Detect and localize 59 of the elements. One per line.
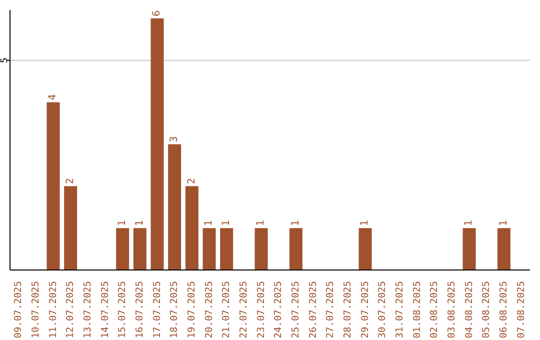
- x-tick-label: 10.07.2025: [30, 281, 42, 338]
- x-tick-label: 18.07.2025: [169, 281, 180, 338]
- data-label: 1: [117, 220, 128, 226]
- y-tick-label: 5: [0, 58, 10, 64]
- x-tick-label: 01.08.2025: [412, 281, 423, 338]
- x-tick-label: 19.07.2025: [186, 281, 198, 338]
- data-label: 1: [134, 220, 146, 226]
- x-tick-label: 16.07.2025: [134, 281, 146, 338]
- x-tick-label: 30.07.2025: [377, 281, 388, 338]
- data-label: 2: [186, 178, 198, 184]
- bar: [202, 228, 216, 270]
- bar: [220, 228, 234, 270]
- x-tick-label: 31.07.2025: [394, 281, 406, 338]
- data-label: 1: [464, 220, 475, 226]
- x-tick-label: 17.07.2025: [152, 281, 163, 338]
- data-label: 1: [221, 220, 232, 226]
- bar: [462, 228, 476, 270]
- x-tick-label: 09.07.2025: [13, 281, 24, 338]
- x-tick-label: 03.08.2025: [446, 281, 458, 338]
- bar: [46, 102, 60, 270]
- data-label: 1: [360, 220, 371, 226]
- bar: [497, 228, 510, 270]
- x-tick-label: 28.07.2025: [342, 281, 354, 338]
- x-tick-label: 29.07.2025: [360, 281, 371, 338]
- bar: [150, 18, 164, 270]
- x-tick-label: 13.07.2025: [82, 281, 94, 338]
- bar: [185, 186, 198, 270]
- data-label: 3: [169, 136, 180, 142]
- bar: [64, 186, 78, 270]
- bar: [116, 228, 130, 270]
- data-label: 1: [256, 220, 267, 226]
- x-tick-label: 02.08.2025: [429, 281, 440, 338]
- x-tick-label: 11.07.2025: [48, 281, 59, 338]
- x-tick-label: 14.07.2025: [100, 281, 111, 338]
- x-tick-label: 27.07.2025: [325, 281, 336, 338]
- x-tick-label: 12.07.2025: [65, 281, 76, 338]
- data-label: 1: [204, 220, 215, 226]
- x-tick-label: 05.08.2025: [481, 281, 492, 338]
- data-label: 2: [65, 178, 76, 184]
- x-tick-label: 06.08.2025: [498, 281, 510, 338]
- data-label: 4: [48, 94, 59, 100]
- data-label: 6: [152, 10, 163, 16]
- bar: [133, 228, 146, 270]
- x-tick-label: 24.07.2025: [273, 281, 284, 338]
- x-tick-label: 07.08.2025: [516, 281, 527, 338]
- bar: [358, 228, 372, 270]
- bar: [168, 144, 182, 270]
- x-tick-label: 26.07.2025: [308, 281, 319, 338]
- x-tick-label: 22.07.2025: [238, 281, 250, 338]
- x-tick-label: 21.07.2025: [221, 281, 232, 338]
- x-tick-label: 04.08.2025: [464, 281, 475, 338]
- x-tick-label: 20.07.2025: [204, 281, 215, 338]
- data-label: 1: [290, 220, 302, 226]
- bar: [289, 228, 302, 270]
- data-label: 1: [498, 220, 510, 226]
- x-tick-label: 25.07.2025: [290, 281, 302, 338]
- x-tick-label: 23.07.2025: [256, 281, 267, 338]
- x-tick-label: 15.07.2025: [117, 281, 128, 338]
- bar: [254, 228, 268, 270]
